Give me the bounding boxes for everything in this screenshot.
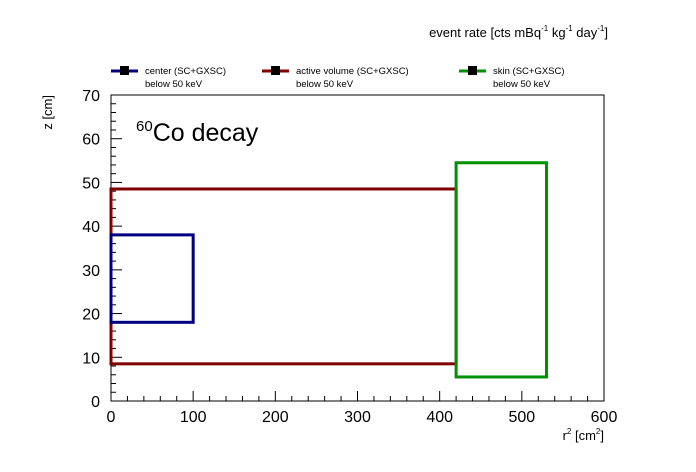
legend-label: active volume (SC+GXSC) bbox=[296, 66, 409, 77]
legend-entry-1: active volume (SC+GXSC) below 50 keV bbox=[262, 66, 409, 90]
y-tick-label: 20 bbox=[82, 307, 100, 324]
y-tick-label: 70 bbox=[82, 88, 100, 105]
decay-annotation-isotope: 60 bbox=[136, 118, 153, 135]
x-tick-label: 500 bbox=[508, 409, 535, 426]
x-axis-title: r2 [cm2] bbox=[563, 427, 604, 443]
x-axis-title-base: r bbox=[563, 428, 568, 443]
x-tick-label: 100 bbox=[180, 409, 207, 426]
legend-entry-2: skin (SC+GXSC) below 50 keV bbox=[459, 66, 565, 90]
legend-marker bbox=[468, 66, 477, 75]
y-tick-label: 40 bbox=[82, 219, 100, 236]
chart-title-sup-3: -1 bbox=[597, 24, 605, 33]
x-axis-title-sup-1: 2 bbox=[567, 427, 572, 436]
legend-sublabel: below 50 keV bbox=[145, 79, 203, 90]
legend-label: skin (SC+GXSC) bbox=[493, 66, 565, 77]
chart-title-sup-2: -1 bbox=[566, 24, 574, 33]
decay-annotation: 60Co decay bbox=[136, 118, 259, 147]
legend-label: center (SC+GXSC) bbox=[145, 66, 226, 77]
chart-title: event rate [cts mBq-1 kg-1 day-1] bbox=[429, 24, 608, 40]
y-tick-labels: 0 10 20 30 40 50 60 70 bbox=[82, 88, 100, 411]
chart-title-prefix: event rate [cts mBq bbox=[429, 25, 541, 40]
x-axis-title-mid: [cm bbox=[571, 428, 596, 443]
y-tick-label: 30 bbox=[82, 263, 100, 280]
chart-title-mid-2: day bbox=[573, 25, 598, 40]
axis-ticks bbox=[110, 94, 605, 402]
chart-title-mid-1: kg bbox=[548, 25, 565, 40]
decay-annotation-text: Co decay bbox=[153, 119, 259, 147]
x-tick-label: 0 bbox=[107, 409, 116, 426]
chart-title-suffix: ] bbox=[604, 25, 608, 40]
region-2 bbox=[454, 161, 548, 379]
x-axis-title-sup-2: 2 bbox=[596, 427, 601, 436]
x-tick-label: 300 bbox=[344, 409, 371, 426]
legend-marker bbox=[271, 66, 280, 75]
y-tick-label: 60 bbox=[82, 132, 100, 149]
chart-title-sup-1: -1 bbox=[541, 24, 549, 33]
legend-entry-0: center (SC+GXSC) below 50 keV bbox=[111, 66, 226, 90]
y-tick-label: 10 bbox=[82, 350, 100, 367]
region-1 bbox=[109, 187, 458, 366]
x-tick-label: 600 bbox=[591, 409, 618, 426]
data-regions bbox=[109, 161, 548, 379]
y-tick-label: 50 bbox=[82, 175, 100, 192]
legend-sublabel: below 50 keV bbox=[493, 79, 551, 90]
x-axis-title-suffix: ] bbox=[600, 428, 604, 443]
y-axis-title: z [cm] bbox=[40, 95, 55, 130]
legend-sublabel: below 50 keV bbox=[296, 79, 354, 90]
x-tick-labels: 0 100 200 300 400 500 600 bbox=[107, 409, 618, 426]
x-tick-label: 400 bbox=[426, 409, 453, 426]
y-tick-label: 0 bbox=[91, 394, 100, 411]
legend-marker bbox=[120, 66, 129, 75]
region-0 bbox=[109, 233, 195, 324]
x-tick-label: 200 bbox=[262, 409, 289, 426]
